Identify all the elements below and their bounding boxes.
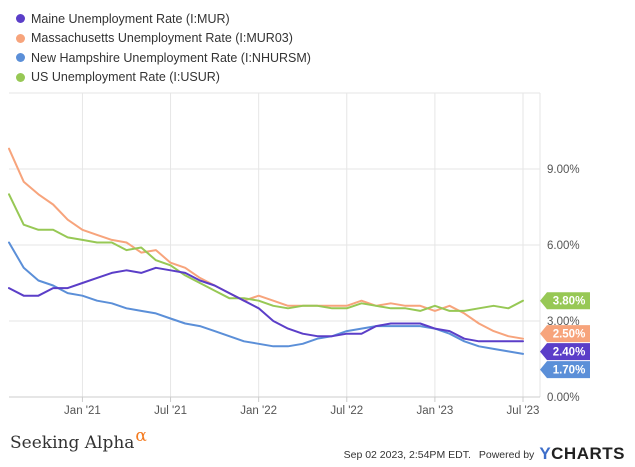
badge-shape bbox=[540, 361, 590, 379]
badge-value: 2.40% bbox=[553, 347, 586, 359]
badge-shape bbox=[540, 343, 590, 361]
badge-value: 2.50% bbox=[553, 329, 586, 341]
x-tick-label: Jul '23 bbox=[507, 405, 540, 417]
alpha-symbol: α bbox=[135, 426, 147, 446]
x-tick-label: Jan '21 bbox=[64, 405, 101, 417]
value-badge: 2.50% bbox=[540, 325, 590, 343]
ycharts-logo[interactable]: YCHARTS bbox=[539, 444, 625, 464]
legend-label: New Hampshire Unemployment Rate (I:NHURS… bbox=[31, 50, 311, 65]
series-line bbox=[8, 266, 524, 343]
x-tick-label: Jan '23 bbox=[417, 405, 454, 417]
y-tick-label: 0.00% bbox=[547, 392, 580, 404]
y-tick-label: 6.00% bbox=[547, 240, 580, 252]
legend-marker bbox=[16, 33, 25, 43]
chart-legend: Maine Unemployment Rate (I:MUR) Massachus… bbox=[16, 9, 311, 87]
x-tick-label: Jul '21 bbox=[154, 405, 187, 417]
seeking-alpha-logo[interactable]: Seeking Alphaα bbox=[10, 426, 147, 453]
legend-marker bbox=[16, 72, 25, 82]
badge-shape bbox=[540, 292, 590, 310]
legend-marker bbox=[16, 53, 25, 63]
badge-shape bbox=[540, 325, 590, 343]
footer-credits: Sep 02 2023, 2:54PM EDT. Powered by YCHA… bbox=[343, 444, 625, 465]
ycharts-logo-text: CHARTS bbox=[551, 444, 625, 463]
series-line bbox=[8, 147, 524, 340]
legend-label: US Unemployment Rate (I:USUR) bbox=[31, 70, 220, 85]
value-badge: 2.40% bbox=[540, 343, 590, 361]
series-lines bbox=[8, 147, 524, 355]
series-line bbox=[8, 193, 524, 312]
chart-timestamp: Sep 02 2023, 2:54PM EDT. bbox=[343, 449, 471, 461]
gridlines bbox=[9, 93, 540, 397]
x-tick-label: Jan '22 bbox=[240, 405, 277, 417]
brand-name: Seeking Alpha bbox=[10, 433, 135, 453]
value-badge: 1.70% bbox=[540, 361, 590, 379]
legend-item[interactable]: New Hampshire Unemployment Rate (I:NHURS… bbox=[16, 48, 311, 68]
y-tick-label: 9.00% bbox=[547, 164, 580, 176]
powered-by-text: Powered by bbox=[478, 449, 535, 461]
value-badges: 3.80% 2.50% 2.40% 1.70% bbox=[540, 292, 590, 379]
y-tick-label: 3.00% bbox=[547, 316, 580, 328]
legend-marker bbox=[16, 14, 25, 24]
legend-item[interactable]: Maine Unemployment Rate (I:MUR) bbox=[16, 9, 311, 29]
badge-value: 1.70% bbox=[553, 365, 586, 377]
x-tick-label: Jul '22 bbox=[330, 405, 363, 417]
legend-item[interactable]: Massachusetts Unemployment Rate (I:MUR03… bbox=[16, 29, 311, 49]
value-badge: 3.80% bbox=[540, 292, 590, 310]
badge-value: 3.80% bbox=[553, 296, 586, 308]
legend-label: Maine Unemployment Rate (I:MUR) bbox=[31, 11, 230, 26]
ycharts-logo-y: Y bbox=[539, 444, 552, 463]
axes: 0.00% 3.00% 6.00% 9.00% Jan '21 Jul '21 Jan '2… bbox=[9, 92, 580, 417]
legend-label: Massachusetts Unemployment Rate (I:MUR03… bbox=[31, 31, 293, 46]
legend-item[interactable]: US Unemployment Rate (I:USUR) bbox=[16, 68, 311, 88]
